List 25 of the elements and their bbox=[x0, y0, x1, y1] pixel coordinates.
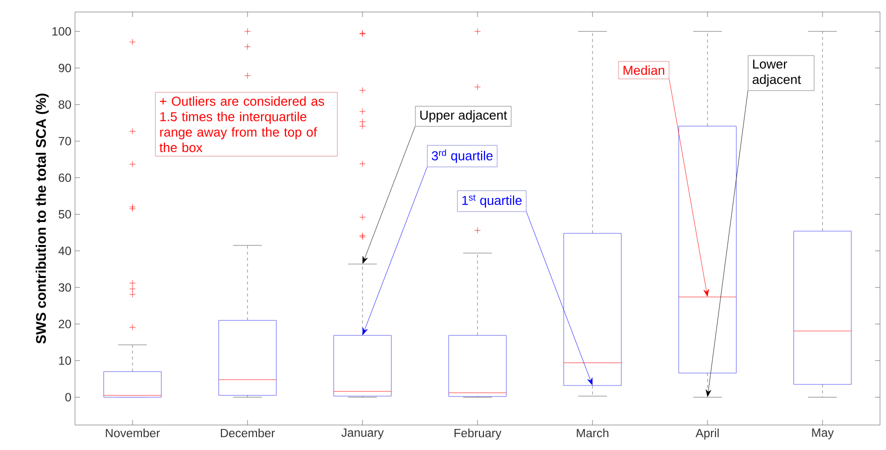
x-tick-label: February bbox=[454, 428, 502, 440]
x-tick-label: January bbox=[341, 428, 384, 440]
x-tick-label: May bbox=[812, 428, 834, 440]
x-tick-label: April bbox=[696, 428, 719, 440]
y-tick-label: 100 bbox=[52, 27, 72, 36]
y-tick-label: 20 bbox=[58, 320, 72, 328]
y-tick-label: 90 bbox=[58, 64, 72, 72]
y-tick-label: 60 bbox=[58, 173, 72, 182]
y-tick-label: 80 bbox=[58, 100, 72, 109]
x-tick-label: December bbox=[220, 428, 275, 438]
annotation: Lower adjacent bbox=[752, 60, 801, 87]
x-tick-label: March bbox=[576, 428, 608, 438]
annotation: Upper adjacent bbox=[420, 110, 508, 122]
annotation: 1$^{st}$ quartile bbox=[462, 194, 522, 208]
annotation: + Outliers are considered as 1.5 times the interquartile range away from the top of the box bbox=[160, 96, 324, 152]
annotation: 3$^{rd}$ quartile bbox=[432, 149, 493, 163]
y-axis-title: SWS contribution to the total SCA (%) bbox=[36, 94, 49, 344]
y-tick-label: 40 bbox=[58, 246, 72, 256]
y-tick-label: 10 bbox=[59, 356, 72, 365]
y-tick-label: 0 bbox=[65, 392, 72, 402]
y-tick-label: 30 bbox=[58, 283, 72, 292]
y-tick-label: 50 bbox=[58, 210, 72, 219]
annotation: Median bbox=[624, 65, 664, 75]
y-tick-label: 70 bbox=[58, 136, 72, 146]
x-tick-label: November bbox=[106, 428, 160, 438]
